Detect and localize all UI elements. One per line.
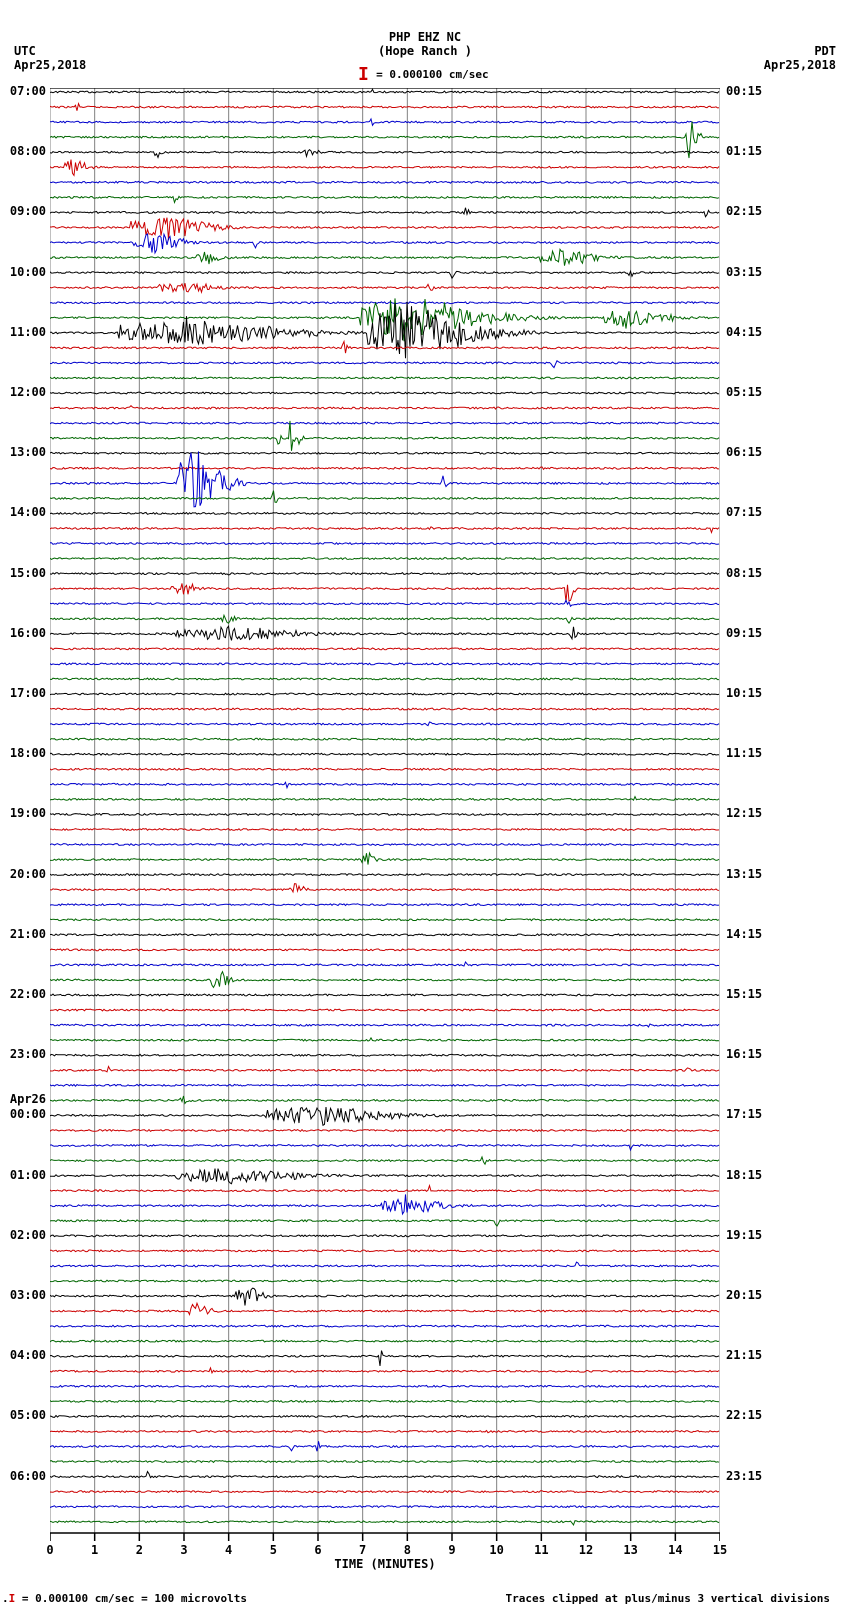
seismogram-plot: [50, 88, 720, 1533]
pdt-time-label: 11:15: [726, 746, 762, 760]
x-tick: 12: [579, 1543, 593, 1557]
utc-time-label: 23:00: [2, 1047, 46, 1061]
utc-time-label: 11:00: [2, 325, 46, 339]
utc-time-label: 16:00: [2, 626, 46, 640]
utc-time-label: 10:00: [2, 265, 46, 279]
utc-time-label: 21:00: [2, 927, 46, 941]
x-tick: 4: [225, 1543, 232, 1557]
utc-time-label: 02:00: [2, 1228, 46, 1242]
seismogram-container: PHP EHZ NC (Hope Ranch ) UTC Apr25,2018 …: [0, 0, 850, 1613]
pdt-time-label: 18:15: [726, 1168, 762, 1182]
utc-time-label: 12:00: [2, 385, 46, 399]
x-tick: 2: [136, 1543, 143, 1557]
utc-time-label: 06:00: [2, 1469, 46, 1483]
pdt-time-label: 20:15: [726, 1288, 762, 1302]
utc-time-label: 07:00: [2, 84, 46, 98]
pdt-time-label: 14:15: [726, 927, 762, 941]
pdt-time-label: 12:15: [726, 806, 762, 820]
x-tick: 14: [668, 1543, 682, 1557]
utc-time-label: 08:00: [2, 144, 46, 158]
utc-time-label: 15:00: [2, 566, 46, 580]
pdt-time-label: 04:15: [726, 325, 762, 339]
x-tick: 3: [180, 1543, 187, 1557]
x-tick: 10: [489, 1543, 503, 1557]
utc-time-label: 14:00: [2, 505, 46, 519]
pdt-time-label: 10:15: [726, 686, 762, 700]
utc-time-label: Apr26: [2, 1092, 46, 1106]
pdt-time-label: 23:15: [726, 1469, 762, 1483]
pdt-time-label: 19:15: [726, 1228, 762, 1242]
x-tick: 7: [359, 1543, 366, 1557]
pdt-time-label: 01:15: [726, 144, 762, 158]
x-tick: 15: [713, 1543, 727, 1557]
utc-time-label: 03:00: [2, 1288, 46, 1302]
x-tick: 8: [404, 1543, 411, 1557]
utc-time-label: 19:00: [2, 806, 46, 820]
utc-time-label: 01:00: [2, 1168, 46, 1182]
pdt-time-label: 02:15: [726, 204, 762, 218]
pdt-time-label: 07:15: [726, 505, 762, 519]
utc-time-label: 13:00: [2, 445, 46, 459]
station-name: (Hope Ranch ): [0, 44, 850, 58]
pdt-time-label: 05:15: [726, 385, 762, 399]
pdt-time-label: 15:15: [726, 987, 762, 1001]
pdt-time-label: 16:15: [726, 1047, 762, 1061]
utc-date: Apr25,2018: [14, 58, 86, 72]
pdt-time-label: 08:15: [726, 566, 762, 580]
pdt-time-label: 13:15: [726, 867, 762, 881]
pdt-date: Apr25,2018: [764, 58, 836, 72]
utc-time-label: 04:00: [2, 1348, 46, 1362]
footer-right: Traces clipped at plus/minus 3 vertical …: [505, 1592, 830, 1605]
x-tick: 13: [623, 1543, 637, 1557]
utc-time-label: 09:00: [2, 204, 46, 218]
footer-left: .I = 0.000100 cm/sec = 100 microvolts: [2, 1592, 247, 1605]
utc-time-label: 20:00: [2, 867, 46, 881]
x-axis-label: TIME (MINUTES): [50, 1557, 720, 1571]
pdt-time-label: 06:15: [726, 445, 762, 459]
utc-time-label: 05:00: [2, 1408, 46, 1422]
pdt-time-label: 17:15: [726, 1107, 762, 1121]
x-tick: 5: [270, 1543, 277, 1557]
x-tick: 0: [46, 1543, 53, 1557]
x-tick: 1: [91, 1543, 98, 1557]
pdt-time-label: 00:15: [726, 84, 762, 98]
pdt-label: PDT: [814, 44, 836, 58]
pdt-time-label: 03:15: [726, 265, 762, 279]
utc-label: UTC: [14, 44, 36, 58]
pdt-time-label: 22:15: [726, 1408, 762, 1422]
scale-legend: I = 0.000100 cm/sec: [358, 62, 489, 83]
x-tick: 6: [314, 1543, 321, 1557]
utc-time-label: 18:00: [2, 746, 46, 760]
x-tick: 9: [448, 1543, 455, 1557]
utc-time-label: 17:00: [2, 686, 46, 700]
utc-time-label: 00:00: [2, 1107, 46, 1121]
station-code: PHP EHZ NC: [0, 30, 850, 44]
pdt-time-label: 09:15: [726, 626, 762, 640]
utc-time-label: 22:00: [2, 987, 46, 1001]
pdt-time-label: 21:15: [726, 1348, 762, 1362]
x-tick: 11: [534, 1543, 548, 1557]
